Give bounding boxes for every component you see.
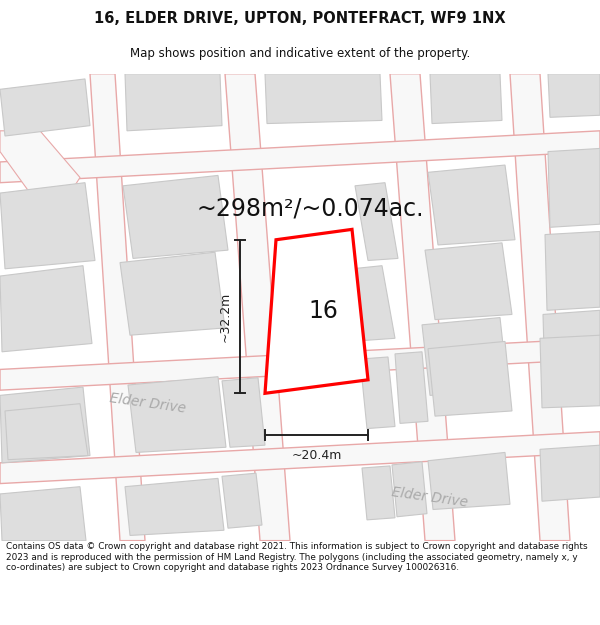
Text: 16, ELDER DRIVE, UPTON, PONTEFRACT, WF9 1NX: 16, ELDER DRIVE, UPTON, PONTEFRACT, WF9 … (94, 11, 506, 26)
Polygon shape (425, 243, 512, 319)
Text: Map shows position and indicative extent of the property.: Map shows position and indicative extent… (130, 47, 470, 59)
Polygon shape (222, 378, 265, 448)
Polygon shape (352, 266, 395, 341)
Polygon shape (0, 432, 600, 484)
Polygon shape (120, 253, 225, 335)
Polygon shape (0, 387, 90, 463)
Text: ~20.4m: ~20.4m (292, 449, 341, 462)
Polygon shape (0, 487, 86, 541)
Polygon shape (362, 466, 395, 520)
Polygon shape (510, 74, 570, 541)
Polygon shape (540, 335, 600, 408)
Polygon shape (5, 404, 88, 460)
Polygon shape (265, 74, 382, 124)
Polygon shape (0, 131, 80, 193)
Polygon shape (428, 452, 510, 509)
Polygon shape (125, 478, 224, 536)
Polygon shape (265, 229, 368, 393)
Text: Elder Drive: Elder Drive (391, 485, 469, 509)
Polygon shape (545, 231, 600, 310)
Text: Contains OS data © Crown copyright and database right 2021. This information is : Contains OS data © Crown copyright and d… (6, 542, 587, 572)
Polygon shape (548, 74, 600, 118)
Polygon shape (123, 176, 228, 258)
Polygon shape (540, 445, 600, 501)
Text: 16: 16 (308, 299, 338, 322)
Polygon shape (0, 266, 92, 352)
Polygon shape (543, 310, 600, 387)
Text: Elder Drive: Elder Drive (109, 391, 187, 416)
Polygon shape (0, 79, 90, 136)
Polygon shape (428, 165, 515, 245)
Polygon shape (90, 74, 145, 541)
Polygon shape (360, 357, 395, 429)
Polygon shape (395, 352, 428, 423)
Polygon shape (355, 182, 398, 261)
Polygon shape (392, 462, 427, 517)
Polygon shape (422, 318, 508, 396)
Polygon shape (430, 74, 502, 124)
Polygon shape (390, 74, 455, 541)
Text: ~32.2m: ~32.2m (219, 291, 232, 342)
Polygon shape (128, 377, 226, 452)
Polygon shape (0, 131, 600, 182)
Polygon shape (222, 473, 262, 528)
Polygon shape (0, 338, 600, 390)
Polygon shape (428, 341, 512, 416)
Polygon shape (548, 149, 600, 228)
Text: ~298m²/~0.074ac.: ~298m²/~0.074ac. (196, 197, 424, 221)
Polygon shape (225, 74, 290, 541)
Polygon shape (0, 182, 95, 269)
Polygon shape (125, 74, 222, 131)
